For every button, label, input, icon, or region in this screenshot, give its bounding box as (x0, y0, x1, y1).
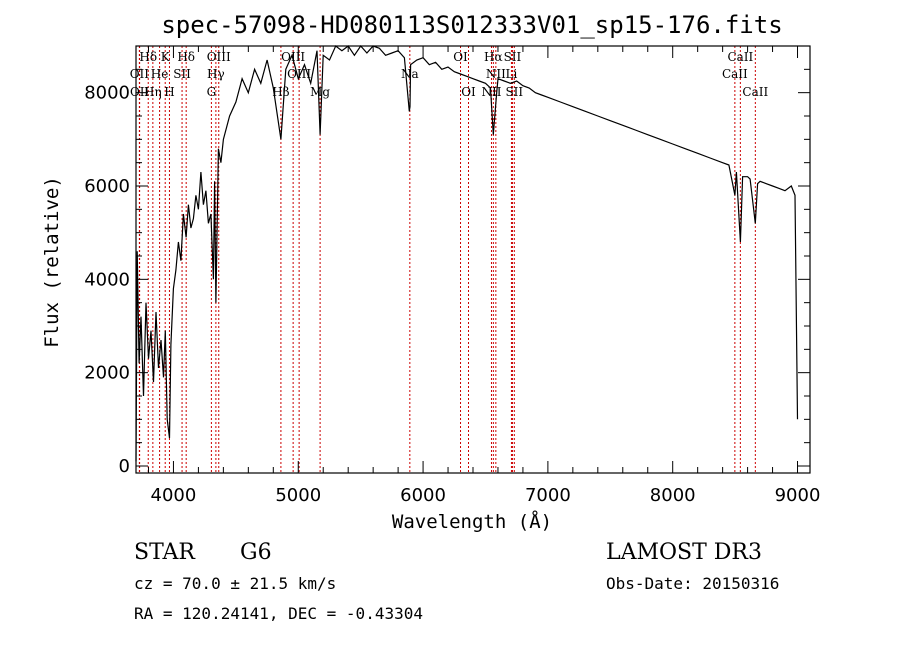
plot-frame (135, 45, 811, 474)
line-label: Hα (484, 50, 503, 64)
line-label: Hβ (272, 85, 289, 99)
line-label: CaII (742, 85, 768, 99)
x-axis-ticks: 4000 5000 6000 7000 8000 9000 (147, 46, 821, 506)
chart-title: spec-57098-HD080113S012333V01_sp15-176.f… (161, 11, 782, 39)
y-axis-ticks: 0 2000 4000 6000 8000 (84, 68, 810, 477)
line-label: Mg (310, 85, 330, 99)
y-axis-label: Flux (relative) (41, 176, 63, 348)
line-label: OII (130, 85, 150, 99)
x-tick-label: 7000 (525, 485, 571, 506)
y-tick-label: 0 (119, 456, 130, 477)
y-tick-label: 2000 (84, 363, 130, 384)
redshift-value: cz = 70.0 ± 21.5 km/s (134, 574, 337, 593)
line-label: OIII (281, 50, 305, 64)
line-label: K (161, 50, 171, 64)
line-label: SII (504, 50, 522, 64)
line-label: He (151, 67, 169, 81)
line-label: OII (130, 67, 150, 81)
line-label: Hη (144, 85, 162, 99)
line-label: OIII (287, 67, 311, 81)
coordinates: RA = 120.24141, DEC = -0.43304 (134, 604, 423, 623)
line-label: CaII (727, 50, 753, 64)
spectrum-series (135, 45, 799, 462)
observation-date: Obs-Date: 20150316 (606, 574, 780, 593)
line-label: Hδ (177, 50, 195, 64)
object-class: STAR (134, 540, 195, 565)
y-tick-label: 6000 (84, 176, 130, 197)
x-axis-label: Wavelength (Å) (392, 510, 552, 533)
line-label: OI (461, 85, 476, 99)
y-tick-label: 4000 (84, 269, 130, 290)
object-subclass: G6 (240, 540, 272, 565)
line-label: G (207, 85, 217, 99)
line-label: Hγ (207, 67, 225, 81)
x-tick-label: 5000 (275, 485, 321, 506)
line-label: CaII (722, 67, 748, 81)
x-tick-label: 4000 (151, 485, 197, 506)
line-label: Li (506, 67, 518, 81)
x-tick-label: 8000 (650, 485, 696, 506)
line-label: SII (505, 85, 523, 99)
line-label: NII (486, 67, 506, 81)
y-tick-label: 8000 (84, 83, 130, 104)
line-label: Hδ (139, 50, 157, 64)
line-label: OI (453, 50, 468, 64)
x-tick-label: 9000 (775, 485, 821, 506)
survey-name: LAMOST DR3 (606, 540, 762, 565)
line-label: SII (173, 67, 191, 81)
spectral-line-markers (138, 46, 756, 473)
x-tick-label: 6000 (400, 485, 446, 506)
line-label: OIII (207, 50, 231, 64)
line-label: H (164, 85, 174, 99)
